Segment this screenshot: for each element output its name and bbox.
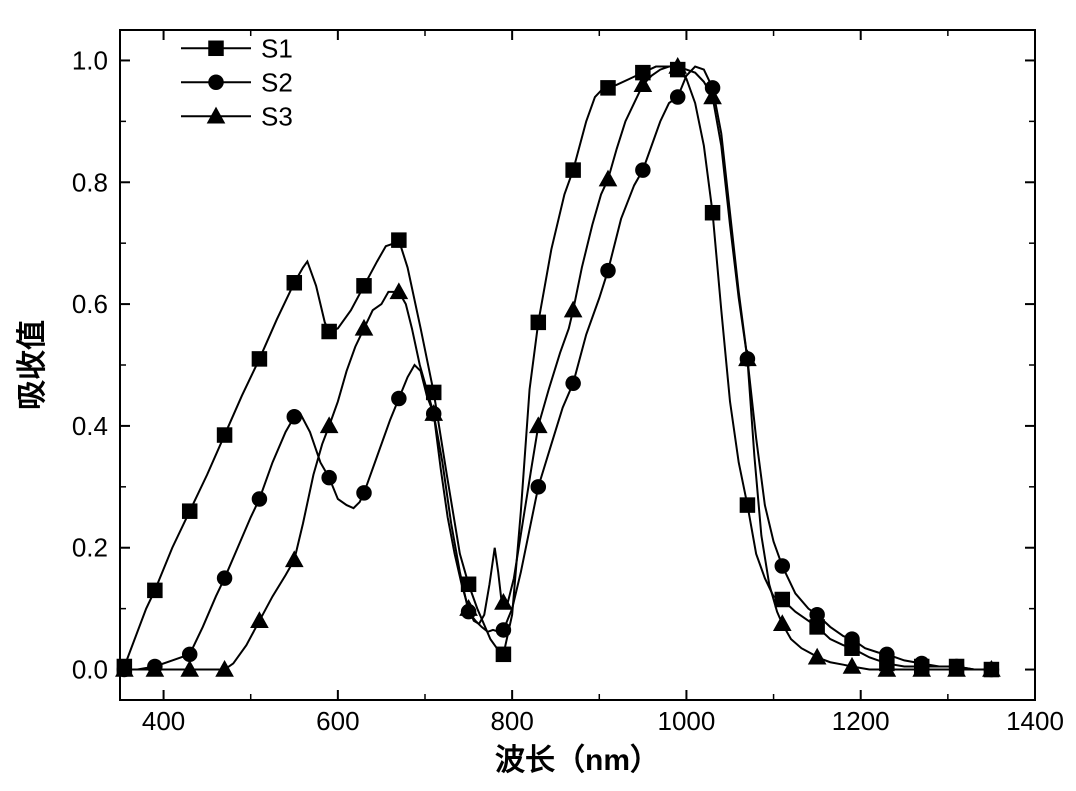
y-tick-label: 0.0 (72, 655, 108, 685)
legend-label: S3 (261, 101, 293, 131)
x-tick-label: 1200 (832, 706, 890, 736)
x-tick-label: 400 (142, 706, 185, 736)
y-axis-label: 吸收值 (16, 320, 49, 410)
chart-svg: 400 600 800 1000 1200 1400 0.0 0.2 0.4 0.6 0.8 1.0 波… (0, 0, 1076, 791)
legend-label: S2 (261, 67, 293, 97)
y-tick-label: 0.6 (72, 289, 108, 319)
x-tick-label: 1400 (1006, 706, 1064, 736)
series-S3 (116, 58, 999, 675)
legend: S1 S2 S3 (181, 33, 293, 131)
y-tick-label: 0.2 (72, 533, 108, 563)
series-S2 (117, 67, 998, 677)
x-tick-label: 600 (316, 706, 359, 736)
legend-label: S1 (261, 33, 293, 63)
y-tick-label: 1.0 (72, 45, 108, 75)
x-tick-label: 1000 (658, 706, 716, 736)
x-axis-label: 波长（nm） (495, 743, 660, 777)
chart-container: 400 600 800 1000 1200 1400 0.0 0.2 0.4 0.6 0.8 1.0 波… (0, 0, 1076, 791)
y-tick-label: 0.4 (72, 411, 108, 441)
x-tick-label: 800 (490, 706, 533, 736)
series-S1 (117, 63, 998, 677)
y-tick-label: 0.8 (72, 167, 108, 197)
